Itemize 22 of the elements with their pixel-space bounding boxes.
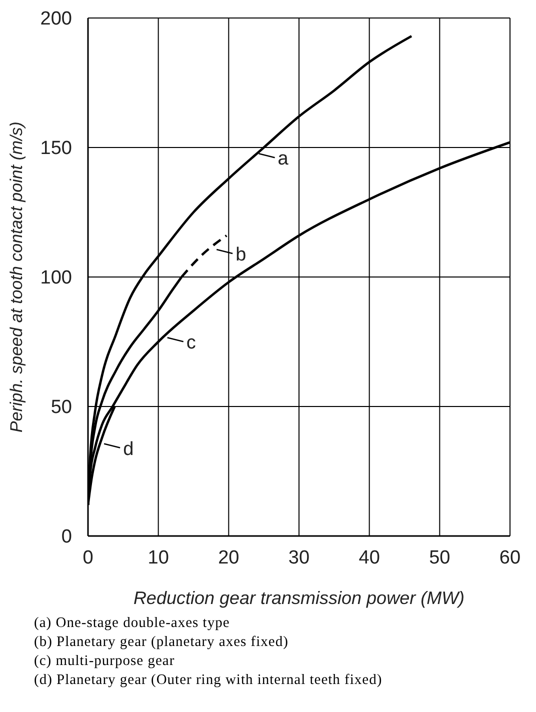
text: (d) Planetary gear (Outer ring with internal teeth fixed) bbox=[34, 671, 384, 690]
annotation: b bbox=[236, 244, 246, 266]
annotation: d bbox=[123, 438, 134, 460]
x-tick-label: 20 bbox=[218, 547, 240, 568]
text: (a) One-stage double-axes type bbox=[34, 614, 231, 633]
y-axis-title: Periph. speed at tooth contact point (m/s) bbox=[7, 122, 26, 432]
x-tick-label: 60 bbox=[499, 547, 521, 568]
x-axis-title: Reduction gear transmission power (MW) bbox=[133, 588, 465, 608]
x-tick-label: 50 bbox=[429, 547, 450, 568]
y-tick-label: 0 bbox=[61, 526, 72, 548]
y-tick-label: 50 bbox=[50, 397, 72, 418]
x-tick-label: 40 bbox=[358, 547, 380, 568]
y-tick-label: 100 bbox=[40, 268, 72, 289]
text: (b) Planetary gear (planetary axes fixed) bbox=[34, 633, 290, 652]
annotation: a bbox=[278, 148, 289, 170]
y-tick-label: 150 bbox=[40, 138, 72, 160]
y-tick-label: 200 bbox=[40, 8, 72, 30]
x-tick-label: 30 bbox=[288, 547, 310, 568]
annotation: c bbox=[186, 332, 196, 354]
x-tick-label: 0 bbox=[82, 547, 94, 568]
text: (c) multi-purpose gear bbox=[34, 652, 176, 671]
x-tick-label: 10 bbox=[148, 547, 169, 568]
